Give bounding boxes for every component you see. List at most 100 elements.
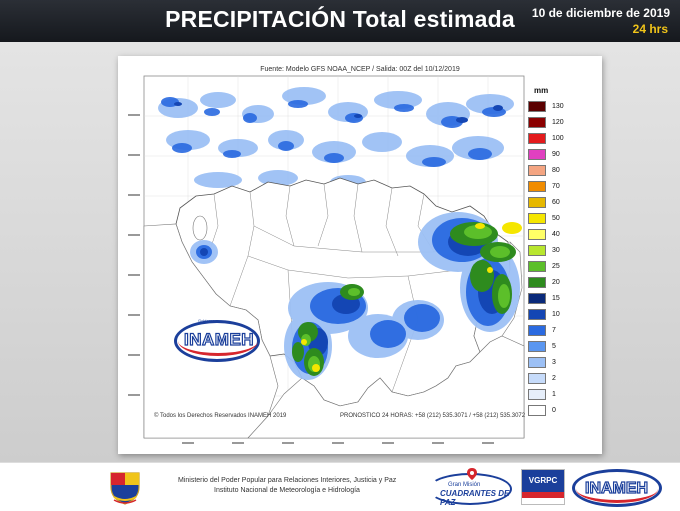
legend-swatch — [528, 260, 546, 272]
coat-of-arms-icon — [110, 472, 140, 505]
legend-unit: mm — [534, 86, 549, 95]
legend-label: 25 — [552, 262, 560, 270]
legend-row: 10 — [528, 306, 564, 322]
legend-label: 7 — [552, 326, 556, 334]
legend-swatch — [528, 180, 546, 192]
forecast-date: 10 de diciembre de 2019 — [531, 6, 670, 20]
data-source: Fuente: Modelo GFS NOAA_NCEP / Salida: 0… — [260, 66, 460, 73]
legend-label: 40 — [552, 230, 560, 238]
footer-bar: Ministerio del Poder Popular para Relaci… — [0, 462, 680, 511]
legend-row: 1 — [528, 386, 564, 402]
legend-swatch — [528, 404, 546, 416]
frame-tick-labels — [128, 114, 494, 444]
gran-mision-logo: Gran Misión CUADRANTES DE PAZ — [426, 467, 518, 507]
legend-label: 70 — [552, 182, 560, 190]
gran-mision-main: CUADRANTES DE PAZ — [440, 489, 510, 507]
legend-row: 80 — [528, 162, 564, 178]
legend-label: 50 — [552, 214, 560, 222]
legend-row: 90 — [528, 146, 564, 162]
legend-label: 80 — [552, 166, 560, 174]
precip-yellow — [301, 222, 522, 372]
legend-row: 120 — [528, 114, 564, 130]
legend-row: 130 — [528, 98, 564, 114]
inameh-footer-logo: INAMEH — [572, 467, 664, 509]
legend-swatch — [528, 212, 546, 224]
legend-label: 2 — [552, 374, 556, 382]
legend-row: 3 — [528, 354, 564, 370]
location-pin-icon — [467, 468, 477, 480]
copyright-text: © Todos los Derechos Reservados INAMEH 2… — [154, 413, 287, 419]
legend-row: 5 — [528, 338, 564, 354]
legend-row: 50 — [528, 210, 564, 226]
lake-maracaibo — [192, 215, 208, 241]
ministry-line-2: Instituto Nacional de Meteorología e Hid… — [214, 487, 360, 494]
ministry-text: Ministerio del Poder Popular para Relaci… — [178, 476, 396, 496]
legend-swatch — [528, 116, 546, 128]
legend-swatch — [528, 308, 546, 320]
legend-row: 60 — [528, 194, 564, 210]
legend-swatch — [528, 132, 546, 144]
legend-label: 60 — [552, 198, 560, 206]
legend-swatch — [528, 276, 546, 288]
legend-swatch — [528, 244, 546, 256]
forecast-contact: PRONOSTICO 24 HORAS: +58 (212) 535.3071 … — [340, 413, 526, 419]
legend-row: 15 — [528, 290, 564, 306]
legend-label: 120 — [552, 118, 564, 126]
legend-label: 0 — [552, 406, 556, 414]
page-title: PRECIPITACIÓN Total estimada — [165, 6, 515, 32]
gran-mision-sub: Gran Misión — [448, 482, 481, 488]
legend-swatch — [528, 372, 546, 384]
legend-swatch — [528, 228, 546, 240]
legend-swatch — [528, 388, 546, 400]
legend-swatch — [528, 196, 546, 208]
precip-heavy-sea — [174, 102, 503, 123]
legend-swatch — [528, 292, 546, 304]
legend-row: 30 — [528, 242, 564, 258]
legend-row: 100 — [528, 130, 564, 146]
legend-swatch — [528, 164, 546, 176]
legend-swatch — [528, 356, 546, 368]
footer-logo-swoosh — [576, 475, 658, 503]
forecast-period: 24 hrs — [632, 22, 668, 36]
legend-label: 1 — [552, 390, 556, 398]
legend-row: 7 — [528, 322, 564, 338]
header-bar: PRECIPITACIÓN Total estimada 10 de dicie… — [0, 0, 680, 42]
logo-small-text: Gobierno — [198, 318, 215, 323]
legend-row: 0 — [528, 402, 564, 418]
vgrpc-band-red — [522, 492, 564, 498]
legend-row: 2 — [528, 370, 564, 386]
legend-swatch — [528, 324, 546, 336]
vgrpc-band-blue — [522, 470, 564, 492]
logo-ring — [174, 320, 260, 362]
vgrpc-text: VGRPC — [528, 476, 558, 485]
legend-swatch — [528, 148, 546, 160]
brazil-outline — [247, 335, 525, 439]
footer-logo-ring — [572, 469, 662, 507]
legend-swatch — [528, 340, 546, 352]
legend-row: 40 — [528, 226, 564, 242]
logo-swoosh — [178, 326, 258, 356]
legend-label: 130 — [552, 102, 564, 110]
ministry-line-1: Ministerio del Poder Popular para Relaci… — [178, 477, 397, 484]
legend-row: 20 — [528, 274, 564, 290]
precipitation-legend: 130 120 100 90 80 70 60 50 40 30 25 20 15 10 7 5 3 2 1 0 — [528, 98, 564, 418]
precip-light-green — [301, 225, 510, 372]
footer-logo-text: INAMEH — [584, 479, 649, 497]
legend-row: 70 — [528, 178, 564, 194]
legend-label: 5 — [552, 342, 556, 350]
legend-label: 3 — [552, 358, 556, 366]
legend-label: 15 — [552, 294, 560, 302]
legend-label: 90 — [552, 150, 560, 158]
legend-label: 10 — [552, 310, 560, 318]
logo-text: INAMEH — [183, 329, 255, 349]
precipitation-map: Fuente: Modelo GFS NOAA_NCEP / Salida: 0… — [118, 56, 602, 454]
vgrpc-logo: VGRPC — [521, 469, 565, 505]
map-graphic — [128, 75, 525, 444]
legend-swatch — [528, 100, 546, 112]
inameh-map-logo: Gobierno INAMEH — [174, 316, 262, 366]
legend-label: 30 — [552, 246, 560, 254]
legend-label: 100 — [552, 134, 564, 142]
content-area: Fuente: Modelo GFS NOAA_NCEP / Salida: 0… — [0, 42, 680, 462]
legend-label: 20 — [552, 278, 560, 286]
legend-row: 25 — [528, 258, 564, 274]
